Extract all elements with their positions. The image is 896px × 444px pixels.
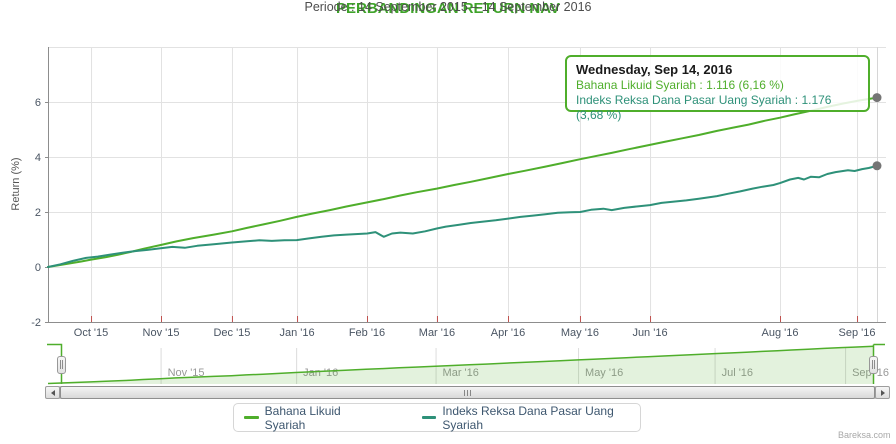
navigator-tick-label: May '16 bbox=[585, 367, 623, 379]
legend-label: Bahana Likuid Syariah bbox=[264, 403, 341, 432]
x-tick-label: Sep '16 bbox=[839, 327, 876, 339]
y-tick-label: 6 bbox=[35, 97, 41, 109]
handle-grip-icon bbox=[60, 360, 63, 369]
tooltip-date: Wednesday, Sep 14, 2016 bbox=[576, 62, 733, 77]
legend: Bahana Likuid Syariah Indeks Reksa Dana … bbox=[233, 403, 641, 432]
scrollbar-thumb[interactable] bbox=[60, 386, 875, 399]
tooltip-series-2: Indeks Reksa Dana Pasar Uang Syariah : 1… bbox=[576, 93, 832, 122]
x-tick-label: Mar '16 bbox=[419, 327, 455, 339]
thumb-grip-icon bbox=[464, 389, 471, 396]
series-line-2[interactable] bbox=[47, 164, 878, 268]
navigator-tick-label: Jan '16 bbox=[303, 367, 338, 379]
series-line-icon bbox=[244, 416, 259, 419]
point-marker-1[interactable] bbox=[872, 93, 882, 103]
navigator-tick-label: Nov '15 bbox=[168, 367, 205, 379]
y-tick-label: 0 bbox=[35, 262, 41, 274]
y-tick-label: 2 bbox=[35, 207, 41, 219]
x-tick-label: Apr '16 bbox=[491, 327, 526, 339]
x-tick-label: Feb '16 bbox=[349, 327, 385, 339]
y-tick-label: -2 bbox=[31, 317, 41, 329]
y-tick-label: 4 bbox=[35, 152, 41, 164]
y-axis-title: Return (%) bbox=[10, 157, 22, 211]
x-tick-label: Nov '15 bbox=[143, 327, 180, 339]
chart-subtitle: Periode : 14 September 2015 – 14 Septemb… bbox=[304, 0, 592, 14]
series-line-1[interactable] bbox=[47, 96, 878, 268]
series-line-icon bbox=[421, 416, 437, 419]
handle-grip-icon bbox=[872, 360, 875, 369]
tooltip: Wednesday, Sep 14, 2016 Bahana Likuid Sy… bbox=[565, 55, 870, 122]
navigator-tick-label: Jul '16 bbox=[722, 367, 753, 379]
legend-label: Indeks Reksa Dana Pasar Uang Syariah bbox=[442, 403, 614, 432]
navigator-left-handle[interactable] bbox=[57, 356, 66, 374]
chart-title: PERBANDINGAN RETURN NAV bbox=[336, 0, 560, 17]
navigator-right-handle[interactable] bbox=[869, 356, 878, 374]
scrollbar-right-button[interactable] bbox=[875, 386, 890, 399]
point-marker-2[interactable] bbox=[872, 161, 882, 171]
tooltip-series-1: Bahana Likuid Syariah : 1.116 (6,16 %) bbox=[576, 78, 784, 92]
x-tick-label: Aug '16 bbox=[762, 327, 799, 339]
x-tick-label: May '16 bbox=[561, 327, 599, 339]
legend-item-bahana-likuid-syariah[interactable]: Bahana Likuid Syariah bbox=[244, 404, 375, 432]
navigator-tick-label: Mar '16 bbox=[443, 367, 479, 379]
scrollbar-left-button[interactable] bbox=[45, 386, 60, 399]
arrow-left-icon bbox=[48, 389, 55, 396]
x-tick-label: Oct '15 bbox=[74, 327, 109, 339]
x-tick-label: Jun '16 bbox=[632, 327, 667, 339]
x-tick-label: Jan '16 bbox=[279, 327, 314, 339]
arrow-right-icon bbox=[880, 389, 888, 396]
legend-item-indeks-reksa-dana[interactable]: Indeks Reksa Dana Pasar Uang Syariah bbox=[421, 403, 640, 432]
x-tick-label: Dec '15 bbox=[213, 327, 250, 339]
watermark: Bareksa.com bbox=[838, 430, 891, 440]
navigator-line bbox=[47, 345, 875, 385]
